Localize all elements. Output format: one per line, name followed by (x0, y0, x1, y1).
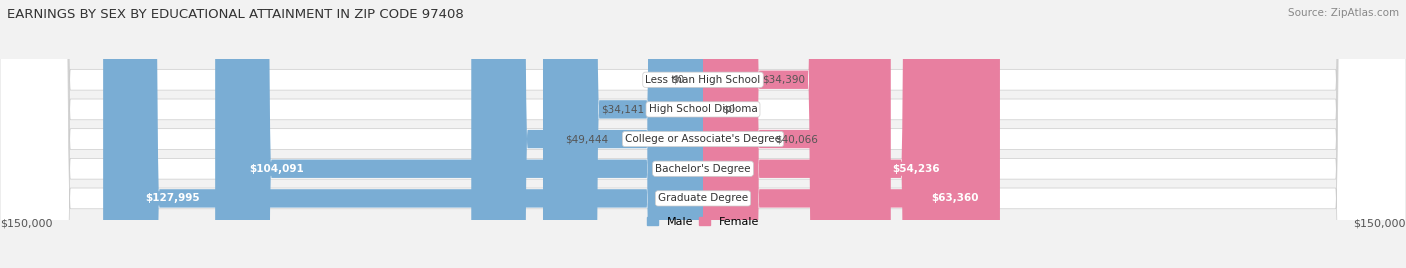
Text: $0: $0 (671, 75, 685, 85)
Text: $40,066: $40,066 (776, 134, 818, 144)
FancyBboxPatch shape (703, 0, 865, 268)
Text: $34,390: $34,390 (762, 75, 806, 85)
Text: High School Diploma: High School Diploma (648, 105, 758, 114)
FancyBboxPatch shape (703, 0, 891, 268)
Text: Graduate Degree: Graduate Degree (658, 193, 748, 203)
Text: $127,995: $127,995 (145, 193, 200, 203)
Text: $63,360: $63,360 (932, 193, 979, 203)
Text: $150,000: $150,000 (1354, 219, 1406, 229)
Text: $104,091: $104,091 (249, 164, 304, 174)
Text: Bachelor's Degree: Bachelor's Degree (655, 164, 751, 174)
Text: $34,141: $34,141 (602, 105, 644, 114)
Text: $150,000: $150,000 (0, 219, 52, 229)
Legend: Male, Female: Male, Female (647, 217, 759, 227)
FancyBboxPatch shape (703, 0, 957, 268)
Text: College or Associate's Degree: College or Associate's Degree (626, 134, 780, 144)
FancyBboxPatch shape (703, 0, 1000, 268)
FancyBboxPatch shape (543, 0, 703, 268)
Text: $0: $0 (721, 105, 735, 114)
FancyBboxPatch shape (471, 0, 703, 268)
Text: EARNINGS BY SEX BY EDUCATIONAL ATTAINMENT IN ZIP CODE 97408: EARNINGS BY SEX BY EDUCATIONAL ATTAINMEN… (7, 8, 464, 21)
Text: $49,444: $49,444 (565, 134, 609, 144)
FancyBboxPatch shape (103, 0, 703, 268)
Text: Less than High School: Less than High School (645, 75, 761, 85)
Text: $54,236: $54,236 (891, 164, 939, 174)
Text: Source: ZipAtlas.com: Source: ZipAtlas.com (1288, 8, 1399, 18)
FancyBboxPatch shape (215, 0, 703, 268)
